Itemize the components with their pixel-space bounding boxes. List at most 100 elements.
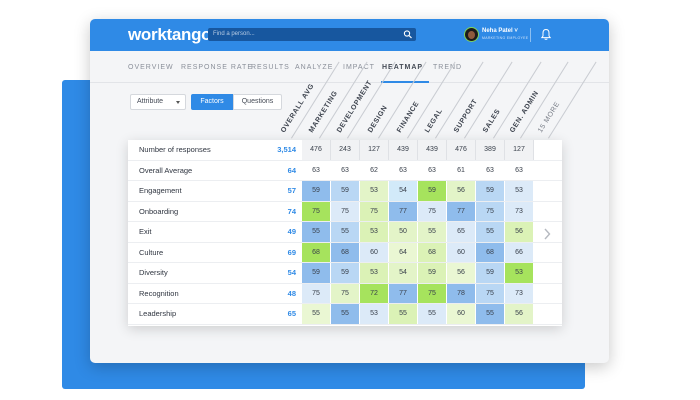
search-icon[interactable]	[403, 29, 413, 40]
heatmap-cell[interactable]: 59	[331, 263, 360, 284]
heatmap-cell[interactable]: 55	[418, 304, 447, 325]
heatmap-cell[interactable]: 127	[505, 140, 534, 161]
heatmap-cell[interactable]: 55	[476, 304, 505, 325]
heatmap-cell[interactable]: 75	[476, 201, 505, 222]
heatmap-cell[interactable]: 68	[476, 242, 505, 263]
heatmap-cell[interactable]: 55	[418, 222, 447, 243]
heatmap-cell[interactable]: 65	[447, 222, 476, 243]
heatmap-cell[interactable]: 53	[505, 263, 534, 284]
table-row[interactable]: Overall Average 64 63 63 62 63 63 61 63 63	[128, 160, 562, 181]
heatmap-cell[interactable]: 56	[505, 304, 534, 325]
heatmap-cell[interactable]: 64	[389, 242, 418, 263]
heatmap-cell[interactable]: 59	[476, 263, 505, 284]
heatmap-cell[interactable]: 54	[389, 181, 418, 202]
table-row[interactable]: Onboarding 74 75 75 75 77 75 77 75 73	[128, 201, 562, 222]
avatar[interactable]	[464, 27, 479, 42]
table-row[interactable]: Recognition 48 75 75 72 77 75 78 75 73	[128, 283, 562, 304]
questions-toggle-button[interactable]: Questions	[233, 94, 282, 110]
table-row[interactable]: Exit 49 55 55 53 50 55 65 55 56	[128, 222, 562, 243]
tab-results[interactable]: RESULTS	[251, 64, 290, 71]
factors-toggle-button[interactable]: Factors	[191, 94, 233, 110]
heatmap-cell[interactable]: 75	[331, 201, 360, 222]
heatmap-cell[interactable]: 476	[447, 140, 476, 161]
tab-response-rate[interactable]: RESPONSE RATE	[181, 64, 253, 71]
heatmap-cell[interactable]: 439	[418, 140, 447, 161]
heatmap-cell[interactable]: 77	[447, 201, 476, 222]
table-row[interactable]: Number of responses 3,514 476 243 127 439 439 4…	[128, 140, 562, 161]
heatmap-cell[interactable]: 56	[447, 263, 476, 284]
heatmap-cell[interactable]: 50	[389, 222, 418, 243]
chevron-right-icon[interactable]	[543, 228, 551, 240]
row-label: Diversity	[139, 268, 168, 277]
search-input[interactable]: Find a person...	[208, 28, 416, 41]
heatmap-cell[interactable]: 63	[302, 160, 331, 181]
heatmap-cell[interactable]: 68	[418, 242, 447, 263]
heatmap-cell[interactable]: 60	[447, 304, 476, 325]
tab-analyze[interactable]: ANALYZE	[295, 64, 334, 71]
heatmap-cell[interactable]: 73	[505, 201, 534, 222]
heatmap-cell[interactable]: 63	[418, 160, 447, 181]
table-row[interactable]: Engagement 57 59 59 53 54 59 56 59 53	[128, 181, 562, 202]
heatmap-cell[interactable]: 59	[476, 181, 505, 202]
heatmap-cell[interactable]: 53	[360, 222, 389, 243]
bell-icon[interactable]	[540, 28, 552, 41]
heatmap-cell[interactable]: 62	[360, 160, 389, 181]
heatmap-cell[interactable]: 53	[360, 304, 389, 325]
heatmap-cell[interactable]: 127	[360, 140, 389, 161]
heatmap-cell[interactable]: 243	[331, 140, 360, 161]
heatmap-cell[interactable]: 66	[505, 242, 534, 263]
app-logo[interactable]: worktango	[128, 25, 212, 44]
heatmap-cell[interactable]: 63	[389, 160, 418, 181]
heatmap-cell[interactable]: 59	[302, 181, 331, 202]
heatmap-cell[interactable]: 59	[418, 181, 447, 202]
heatmap-cell[interactable]: 75	[476, 283, 505, 304]
chevron-down-icon	[176, 101, 180, 104]
heatmap-cell[interactable]: 75	[331, 283, 360, 304]
heatmap-cell[interactable]: 59	[331, 181, 360, 202]
tab-trend[interactable]: TREND	[433, 64, 463, 71]
heatmap-cell[interactable]: 55	[476, 222, 505, 243]
heatmap-cell[interactable]: 63	[476, 160, 505, 181]
heatmap-cell[interactable]: 53	[360, 263, 389, 284]
heatmap-cell[interactable]: 55	[302, 222, 331, 243]
heatmap-cell[interactable]: 75	[302, 283, 331, 304]
attribute-select[interactable]: Attribute	[130, 94, 186, 110]
heatmap-cell[interactable]: 60	[360, 242, 389, 263]
heatmap-cell[interactable]: 77	[389, 201, 418, 222]
table-row[interactable]: Leadership 65 55 55 53 55 55 60 55 56	[128, 304, 562, 325]
heatmap-cell[interactable]: 53	[505, 181, 534, 202]
heatmap-cell[interactable]: 73	[505, 283, 534, 304]
user-menu-name[interactable]: Neha Patel ˅	[482, 28, 518, 34]
heatmap-cell[interactable]: 59	[302, 263, 331, 284]
heatmap-cell[interactable]: 59	[418, 263, 447, 284]
heatmap-cell[interactable]: 75	[418, 283, 447, 304]
heatmap-cell[interactable]: 476	[302, 140, 331, 161]
heatmap-cell[interactable]: 78	[447, 283, 476, 304]
heatmap-cell[interactable]: 68	[302, 242, 331, 263]
heatmap-cell[interactable]: 56	[447, 181, 476, 202]
heatmap-cell[interactable]: 61	[447, 160, 476, 181]
heatmap-cell[interactable]: 63	[331, 160, 360, 181]
heatmap-cell[interactable]: 55	[302, 304, 331, 325]
heatmap-cell[interactable]: 77	[389, 283, 418, 304]
heatmap-cell[interactable]: 68	[331, 242, 360, 263]
heatmap-cell[interactable]: 56	[505, 222, 534, 243]
heatmap-cell[interactable]: 439	[389, 140, 418, 161]
heatmap-cell[interactable]: 75	[302, 201, 331, 222]
heatmap-cell[interactable]: 72	[360, 283, 389, 304]
heatmap-cell[interactable]: 55	[331, 222, 360, 243]
tab-heatmap[interactable]: HEATMAP	[382, 64, 424, 71]
heatmap-cell[interactable]: 75	[360, 201, 389, 222]
tab-impact[interactable]: IMPACT	[343, 64, 375, 71]
heatmap-cell[interactable]: 54	[389, 263, 418, 284]
heatmap-cell[interactable]: 75	[418, 201, 447, 222]
table-row[interactable]: Culture 69 68 68 60 64 68 60 68 66	[128, 242, 562, 263]
table-row[interactable]: Diversity 54 59 59 53 54 59 56 59 53	[128, 263, 562, 284]
heatmap-cell[interactable]: 60	[447, 242, 476, 263]
heatmap-cell[interactable]: 53	[360, 181, 389, 202]
heatmap-cell[interactable]: 55	[389, 304, 418, 325]
heatmap-cell[interactable]: 63	[505, 160, 534, 181]
tab-overview[interactable]: OVERVIEW	[128, 64, 174, 71]
heatmap-cell[interactable]: 55	[331, 304, 360, 325]
heatmap-cell[interactable]: 389	[476, 140, 505, 161]
